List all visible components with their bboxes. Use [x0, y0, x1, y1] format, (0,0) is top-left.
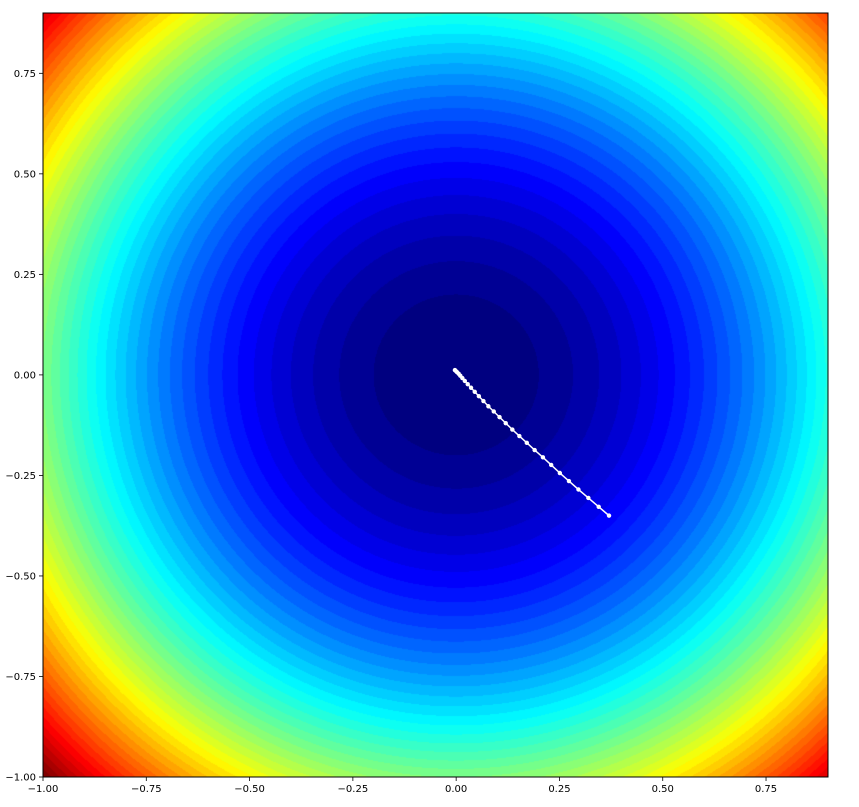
path-point	[452, 367, 458, 373]
x-tick-label: 0.75	[755, 784, 777, 795]
x-axis-tick-labels: −1.00 −0.75 −0.50 −0.25 0.00 0.25 0.50 0.75	[28, 784, 777, 795]
path-point	[566, 478, 572, 484]
path-point	[606, 513, 612, 518]
path-point	[468, 385, 474, 390]
y-tick-label: 0.00	[14, 370, 36, 381]
tick-marks	[39, 72, 767, 781]
x-tick-label: 0.25	[548, 784, 570, 795]
y-tick-label: 0.75	[14, 69, 36, 80]
path-point	[524, 440, 530, 446]
path-point	[465, 381, 470, 387]
path-point	[462, 378, 468, 384]
plot-frame	[42, 12, 829, 778]
contour-surface	[43, 13, 828, 777]
descent-path	[452, 367, 612, 518]
path-point	[517, 433, 522, 439]
x-tick-label: −0.75	[131, 784, 162, 795]
path-point	[586, 495, 591, 501]
path-point	[532, 447, 537, 453]
path-point	[503, 420, 508, 426]
path-point	[472, 389, 477, 394]
path-point	[576, 487, 581, 492]
x-tick-label: 0.50	[652, 784, 674, 795]
path-point	[548, 462, 554, 468]
path-point	[491, 409, 496, 414]
y-tick-label: −0.25	[5, 471, 36, 482]
y-tick-label: 0.50	[14, 169, 36, 180]
y-tick-label: −1.00	[5, 773, 36, 784]
x-tick-label: −1.00	[28, 784, 59, 795]
y-tick-label: −0.50	[5, 571, 36, 582]
path-point	[481, 398, 486, 404]
x-tick-label: −0.25	[338, 784, 369, 795]
path-point	[497, 414, 502, 420]
y-axis-tick-labels: −1.00 −0.75 −0.50 −0.25 0.00 0.25 0.50 0.75	[5, 69, 36, 784]
path-point	[476, 394, 482, 399]
y-tick-label: 0.25	[14, 270, 36, 281]
x-tick-label: 0.00	[445, 784, 467, 795]
path-point	[596, 504, 601, 509]
x-tick-label: −0.50	[234, 784, 265, 795]
path-point	[540, 455, 546, 460]
path-point	[510, 427, 515, 432]
path-point	[557, 470, 563, 476]
path-point	[486, 404, 491, 409]
y-tick-label: −0.75	[5, 672, 36, 683]
